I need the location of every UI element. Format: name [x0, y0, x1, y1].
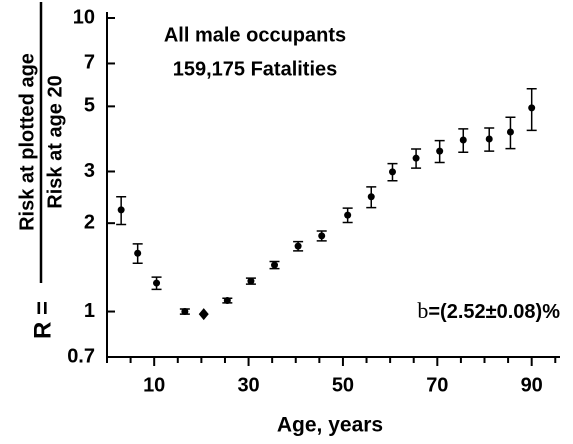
data-point [117, 206, 125, 214]
data-point [294, 242, 302, 250]
y-tick-label: 5 [84, 95, 95, 117]
data-point [412, 154, 420, 162]
data-point [528, 104, 536, 112]
data-point [485, 135, 493, 143]
y-tick-label: 1 [84, 300, 95, 322]
data-point [436, 147, 444, 155]
data-point [223, 297, 231, 305]
data-point [153, 279, 161, 287]
data-point [181, 308, 189, 316]
data-point [459, 136, 467, 144]
data-point [134, 249, 142, 257]
data-point [388, 168, 396, 176]
annotation: All male occupants [164, 24, 346, 46]
annotation: 159,175 Fatalities [173, 58, 338, 80]
x-axis-label: Age, years [277, 414, 383, 437]
formula-symbol: b [417, 298, 428, 323]
data-point [318, 232, 326, 240]
x-tick-label: 30 [237, 374, 259, 396]
y-axis-label: R = Risk at plotted age Risk at age 20 [16, 2, 66, 339]
y-tick-label: 2 [84, 211, 95, 233]
data-point [367, 193, 375, 201]
reference-point [198, 308, 209, 321]
x-tick-label: 90 [521, 374, 543, 396]
data-point [271, 261, 279, 269]
data-point [247, 277, 255, 285]
formula-text: =(2.52±0.08)% [428, 301, 560, 323]
x-tick-label: 10 [143, 374, 165, 396]
y-label-prefix: R = [29, 301, 56, 339]
y-tick-label: 10 [73, 6, 95, 28]
x-tick-label: 70 [426, 374, 448, 396]
data-point [506, 128, 514, 136]
formula: b=(2.52±0.08)% [417, 298, 560, 323]
y-tick-label: 0.7 [67, 345, 95, 367]
y-label-numerator: Risk at plotted age [16, 53, 38, 231]
y-tick-label: 7 [84, 52, 95, 74]
data-point [344, 211, 352, 219]
x-tick-label: 50 [332, 374, 354, 396]
y-label-denominator: Risk at age 20 [44, 75, 66, 208]
y-tick-label: 3 [84, 160, 95, 182]
